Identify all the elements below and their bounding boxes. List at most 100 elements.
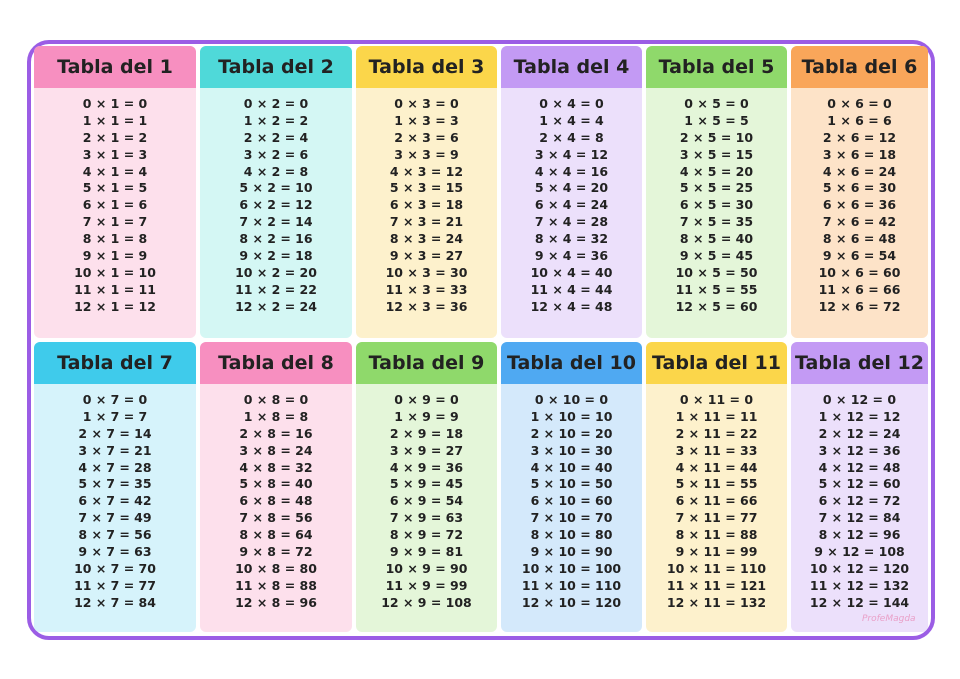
table-line: 2 × 2 = 4 — [243, 129, 309, 145]
table-line: 10 × 10 = 100 — [521, 560, 622, 576]
table-line: 8 × 3 = 24 — [389, 231, 464, 247]
table-line: 0 × 8 = 0 — [243, 392, 309, 407]
table-line: 12 × 4 = 48 — [530, 298, 613, 314]
table-line: 5 × 5 = 25 — [679, 180, 754, 196]
table-line: 3 × 10 = 30 — [530, 442, 613, 458]
table-line: 10 × 1 = 10 — [74, 264, 156, 280]
table-line: 2 × 7 = 14 — [78, 425, 152, 441]
table-line: 4 × 9 = 36 — [389, 459, 464, 475]
table-line: 12 × 12 = 144 — [809, 594, 910, 610]
table-line: 10 × 6 = 60 — [818, 264, 901, 280]
table-line: 9 × 9 = 81 — [389, 544, 464, 560]
table-line: 2 × 9 = 18 — [389, 425, 464, 441]
table-line: 9 × 5 = 45 — [679, 248, 754, 264]
table-title: Tabla del 8 — [200, 342, 352, 384]
table-line: 3 × 4 = 12 — [534, 146, 609, 162]
table-line: 7 × 7 = 49 — [78, 510, 152, 526]
table-line: 3 × 12 = 36 — [818, 442, 901, 458]
table-line: 8 × 5 = 40 — [679, 231, 754, 247]
table-line: 3 × 2 = 6 — [243, 146, 309, 162]
table-line: 11 × 3 = 33 — [385, 281, 468, 297]
table-line: 1 × 8 = 8 — [243, 408, 309, 424]
table-line: 4 × 7 = 28 — [78, 459, 152, 475]
table-line: 8 × 4 = 32 — [534, 231, 609, 247]
table-line: 11 × 12 = 132 — [809, 577, 910, 593]
table-line: 7 × 9 = 63 — [389, 510, 464, 526]
table-line: 3 × 7 = 21 — [78, 442, 152, 458]
table-line: 5 × 12 = 60 — [818, 476, 901, 492]
table-line: 7 × 6 = 42 — [822, 214, 897, 230]
table-line: 12 × 9 = 108 — [381, 594, 472, 610]
table-line: 8 × 8 = 64 — [239, 527, 313, 543]
table-line: 11 × 7 = 77 — [74, 577, 156, 593]
table-line: 10 × 8 = 80 — [235, 560, 317, 576]
table-line: 5 × 4 = 20 — [534, 180, 609, 196]
table-line: 10 × 4 = 40 — [530, 264, 613, 280]
table-line: 4 × 4 = 16 — [534, 163, 609, 179]
table-line: 2 × 8 = 16 — [239, 425, 313, 441]
table-line: 6 × 9 = 54 — [389, 493, 464, 509]
table-line: 9 × 4 = 36 — [534, 248, 609, 264]
table-line: 8 × 12 = 96 — [818, 527, 901, 543]
table-line: 6 × 12 = 72 — [818, 493, 901, 509]
table-title: Tabla del 4 — [501, 46, 642, 88]
table-line: 9 × 12 = 108 — [814, 544, 905, 560]
table-line: 5 × 6 = 30 — [822, 180, 897, 196]
table-line: 0 × 10 = 0 — [534, 392, 609, 407]
table-line: 7 × 12 = 84 — [818, 510, 901, 526]
table-line: 5 × 1 = 5 — [82, 180, 148, 196]
table-line: 8 × 2 = 16 — [239, 231, 313, 247]
table-line: 7 × 5 = 35 — [679, 214, 754, 230]
table-line: 9 × 8 = 72 — [239, 544, 313, 560]
table-line: 4 × 11 = 44 — [675, 459, 758, 475]
table-line: 11 × 8 = 88 — [235, 577, 317, 593]
table-line: 3 × 9 = 27 — [389, 442, 464, 458]
table-line: 1 × 6 = 6 — [827, 112, 892, 128]
table-line: 5 × 2 = 10 — [239, 180, 313, 196]
table-line: 3 × 3 = 9 — [394, 146, 459, 162]
table-line: 5 × 10 = 50 — [530, 476, 613, 492]
table-line: 11 × 11 = 121 — [666, 577, 767, 593]
table-line: 0 × 7 = 0 — [82, 392, 148, 407]
table-line: 11 × 5 = 55 — [675, 281, 758, 297]
table-line: 7 × 8 = 56 — [239, 510, 313, 526]
table-title: Tabla del 2 — [200, 46, 352, 88]
table-line: 3 × 11 = 33 — [675, 442, 758, 458]
table-line: 1 × 4 = 4 — [539, 112, 604, 128]
table-line: 12 × 10 = 120 — [521, 594, 622, 610]
table-line: 8 × 1 = 8 — [82, 231, 148, 247]
table-line: 6 × 10 = 60 — [530, 493, 613, 509]
table-line: 9 × 7 = 63 — [78, 544, 152, 560]
table-line: 3 × 6 = 18 — [822, 146, 897, 162]
table-line: 3 × 5 = 15 — [679, 146, 754, 162]
table-line: 1 × 2 = 2 — [243, 112, 309, 128]
table-line: 4 × 10 = 40 — [530, 459, 613, 475]
table-line: 6 × 8 = 48 — [239, 493, 313, 509]
table-line: 12 × 11 = 132 — [666, 594, 767, 610]
table-line: 7 × 11 = 77 — [675, 510, 758, 526]
table-line: 11 × 1 = 11 — [74, 281, 156, 297]
table-line: 7 × 10 = 70 — [530, 510, 613, 526]
table-line: 9 × 3 = 27 — [389, 248, 464, 264]
table-line: 12 × 6 = 72 — [818, 298, 901, 314]
table-line: 4 × 2 = 8 — [243, 163, 309, 179]
table-line: 6 × 2 = 12 — [239, 197, 313, 213]
table-line: 1 × 11 = 11 — [675, 408, 758, 424]
table-line: 1 × 5 = 5 — [684, 112, 749, 128]
table-line: 2 × 11 = 22 — [675, 425, 758, 441]
table-line: 12 × 2 = 24 — [235, 298, 317, 314]
